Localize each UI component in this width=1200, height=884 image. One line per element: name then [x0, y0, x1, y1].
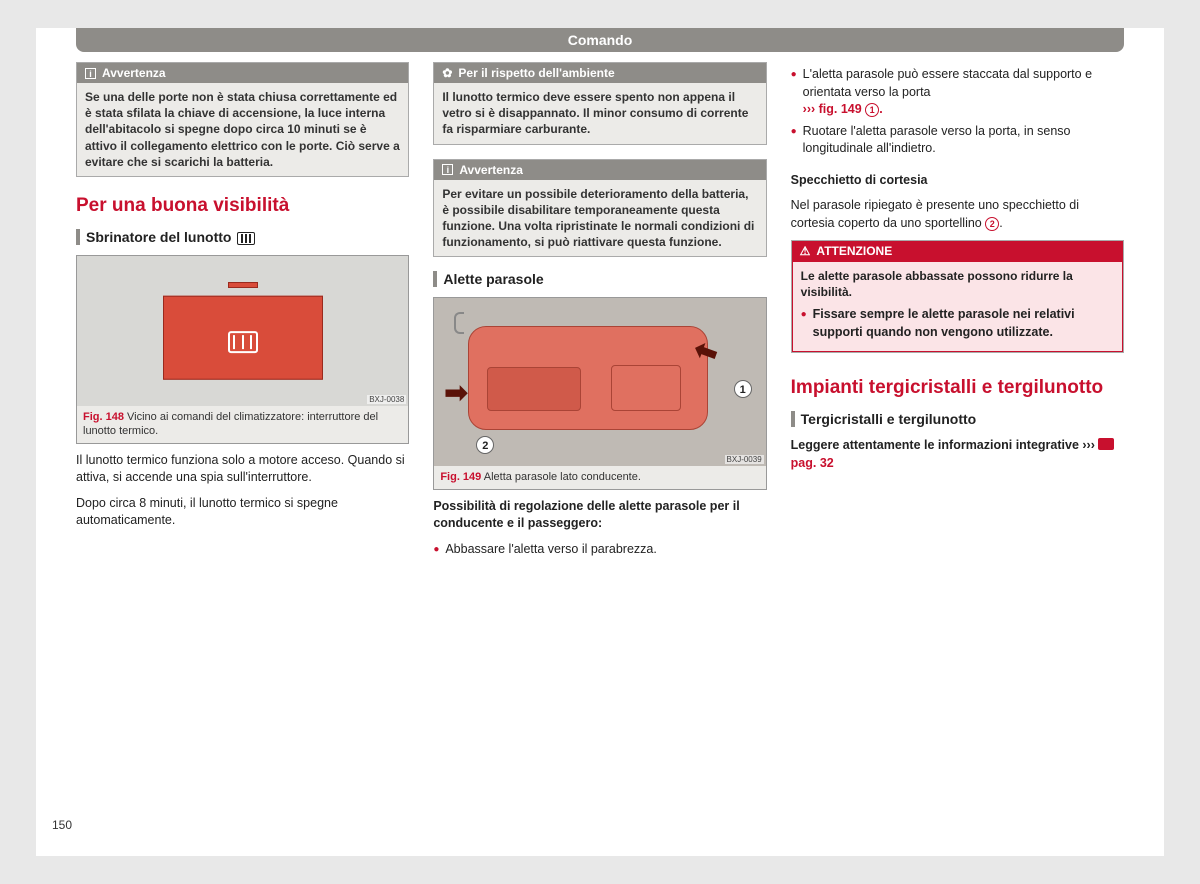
- notice-body: Per evitare un possibile deterioramento …: [434, 180, 765, 257]
- subsection-heading: Tergicristalli e tergilunotto: [791, 411, 1124, 427]
- image-tag: BXJ-0039: [725, 455, 764, 464]
- chapter-header: Comando: [76, 28, 1124, 52]
- warning-icon: ⚠: [800, 244, 811, 258]
- subsection-heading: Alette parasole: [433, 271, 766, 287]
- figure-148: BXJ-0038 Fig. 148 Vicino ai comandi del …: [76, 255, 409, 444]
- figure-text: Vicino ai comandi del climatizzatore: in…: [83, 411, 378, 437]
- paragraph-bold: Possibilità di regolazione delle alette …: [433, 498, 766, 533]
- paragraph: Il lunotto termico funziona solo a motor…: [76, 452, 409, 487]
- paragraph: Nel parasole ripiegato è presente uno sp…: [791, 197, 1124, 232]
- attention-bullet: Fissare sempre le alette parasole nei re…: [801, 306, 1114, 341]
- column-3: L'aletta parasole può essere staccata da…: [791, 62, 1124, 562]
- content-columns: i Avvertenza Se una delle porte non è st…: [36, 62, 1164, 562]
- info-icon: i: [442, 164, 453, 175]
- notice-head: i Avvertenza: [434, 160, 765, 180]
- read-more-text: Leggere attentamente le informazioni int…: [791, 438, 1095, 452]
- paragraph: Dopo circa 8 minuti, il lunotto termico …: [76, 495, 409, 530]
- figure-text: Aletta parasole lato conducente.: [484, 471, 641, 483]
- paragraph-text: Nel parasole ripiegato è presente uno sp…: [791, 198, 1079, 230]
- callout-1: 1: [734, 380, 752, 398]
- defrost-icon: [237, 232, 255, 245]
- attention-body: Le alette parasole abbassate possono rid…: [792, 261, 1123, 352]
- environment-body: Il lunotto termico deve essere spento no…: [434, 83, 765, 144]
- notice-body: Se una delle porte non è stata chiusa co…: [77, 83, 408, 176]
- attention-box: ⚠ ATTENZIONE Le alette parasole abbassat…: [791, 240, 1124, 353]
- bullet-item: Abbassare l'aletta verso il parabrezza.: [433, 541, 766, 559]
- subsection-label: Sbrinatore del lunotto: [86, 229, 231, 245]
- environment-box: ✿ Per il rispetto dell'ambiente Il lunot…: [433, 62, 766, 145]
- figure-148-image: BXJ-0038: [77, 256, 408, 406]
- arrow-icon: ➡: [444, 376, 467, 409]
- cross-reference: ››› fig. 149: [803, 102, 862, 116]
- subsection-heading: Sbrinatore del lunotto: [76, 229, 409, 245]
- section-heading: Impianti tergicristalli e tergilunotto: [791, 377, 1124, 399]
- bullet-item: L'aletta parasole può essere staccata da…: [791, 66, 1124, 119]
- notice-title: Avvertenza: [102, 66, 166, 80]
- bullet-item: Ruotare l'aletta parasole verso la porta…: [791, 123, 1124, 158]
- notice-box: i Avvertenza Per evitare un possibile de…: [433, 159, 766, 258]
- figure-149-caption: Fig. 149 Aletta parasole lato conducente…: [434, 466, 765, 488]
- column-2: ✿ Per il rispetto dell'ambiente Il lunot…: [433, 62, 766, 562]
- section-heading: Per una buona visibilità: [76, 195, 409, 217]
- figure-149-image: ➡ ➡ 1 2 BXJ-0039: [434, 298, 765, 466]
- callout-ref-1: 1: [865, 103, 879, 117]
- attention-line: Le alette parasole abbassate possono rid…: [801, 268, 1114, 300]
- paragraph-bold: Leggere attentamente le informazioni int…: [791, 437, 1124, 472]
- page-reference: pag. 32: [791, 456, 834, 470]
- flower-icon: ✿: [442, 66, 452, 80]
- figure-number: Fig. 149: [440, 471, 481, 483]
- info-icon: i: [85, 68, 96, 79]
- bullet-text: L'aletta parasole può essere staccata da…: [803, 67, 1092, 99]
- column-1: i Avvertenza Se una delle porte non è st…: [76, 62, 409, 562]
- attention-title: ATTENZIONE: [816, 244, 892, 258]
- environment-head: ✿ Per il rispetto dell'ambiente: [434, 63, 765, 83]
- environment-title: Per il rispetto dell'ambiente: [458, 66, 614, 80]
- notice-box: i Avvertenza Se una delle porte non è st…: [76, 62, 409, 177]
- notice-head: i Avvertenza: [77, 63, 408, 83]
- callout-ref-2: 2: [985, 217, 999, 231]
- attention-head: ⚠ ATTENZIONE: [792, 241, 1123, 261]
- figure-148-caption: Fig. 148 Vicino ai comandi del climatizz…: [77, 406, 408, 443]
- notice-title: Avvertenza: [459, 163, 523, 177]
- manual-page: Comando i Avvertenza Se una delle porte …: [36, 28, 1164, 856]
- figure-number: Fig. 148: [83, 411, 124, 423]
- image-tag: BXJ-0038: [367, 395, 406, 404]
- book-icon: [1098, 438, 1114, 450]
- page-number: 150: [52, 818, 72, 832]
- sub-heading: Specchietto di cortesia: [791, 172, 1124, 190]
- figure-149: ➡ ➡ 1 2 BXJ-0039 Fig. 149 Aletta parasol…: [433, 297, 766, 489]
